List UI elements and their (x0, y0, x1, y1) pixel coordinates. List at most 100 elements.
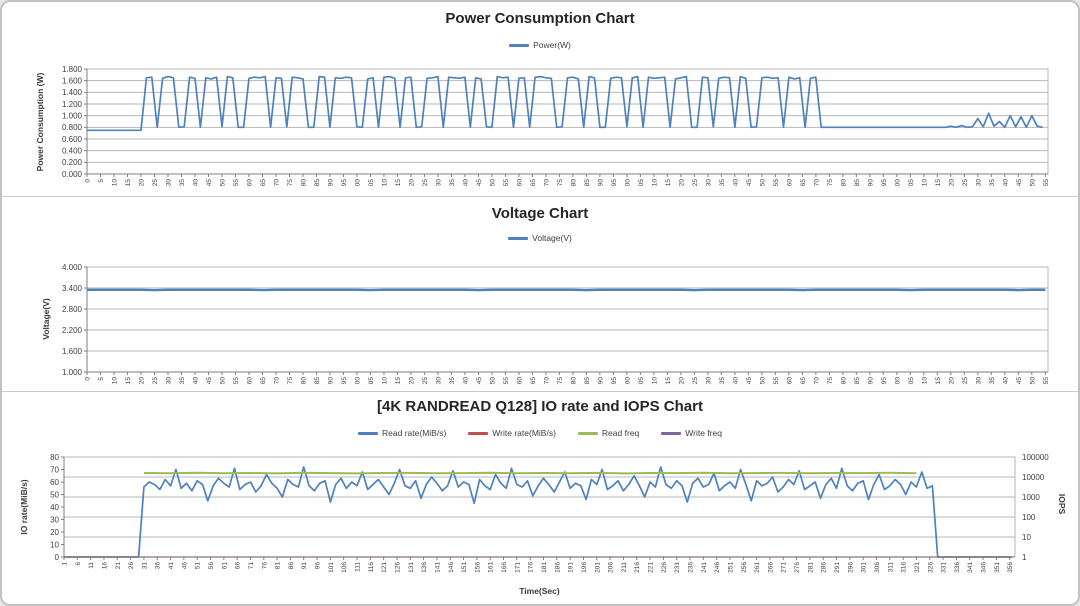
svg-text:291: 291 (834, 562, 841, 573)
svg-text:70: 70 (543, 377, 550, 385)
svg-text:176: 176 (528, 562, 535, 573)
svg-text:10: 10 (111, 179, 118, 187)
svg-text:00: 00 (894, 179, 901, 187)
svg-text:20: 20 (138, 377, 145, 385)
svg-text:25: 25 (422, 179, 429, 187)
svg-text:55: 55 (773, 179, 780, 187)
io-y-axis-title: IO rate(MiB/s) (19, 479, 29, 535)
svg-text:251: 251 (727, 562, 734, 573)
svg-text:15: 15 (395, 179, 402, 187)
svg-text:91: 91 (301, 562, 308, 570)
svg-text:316: 316 (901, 562, 908, 573)
svg-text:50: 50 (1029, 377, 1036, 385)
svg-text:146: 146 (448, 562, 455, 573)
svg-text:336: 336 (954, 562, 961, 573)
svg-text:1: 1 (1022, 553, 1027, 562)
svg-text:246: 246 (714, 562, 721, 573)
write-rate-swatch-icon (468, 431, 489, 435)
svg-text:0.400: 0.400 (62, 146, 83, 155)
svg-text:10: 10 (651, 377, 658, 385)
svg-text:4.000: 4.000 (62, 263, 83, 272)
svg-text:20: 20 (408, 179, 415, 187)
svg-text:276: 276 (794, 562, 801, 573)
svg-text:90: 90 (327, 377, 334, 385)
svg-text:55: 55 (1043, 377, 1050, 385)
legend-label-power: Power(W) (533, 40, 571, 50)
svg-text:45: 45 (476, 179, 483, 187)
svg-text:20: 20 (408, 377, 415, 385)
svg-text:141: 141 (434, 562, 441, 573)
plot-area-border-1 (86, 266, 1049, 373)
svg-text:45: 45 (206, 377, 213, 385)
svg-text:35: 35 (989, 179, 996, 187)
svg-text:65: 65 (260, 377, 267, 385)
svg-text:116: 116 (368, 562, 375, 573)
read-rate-swatch-icon (358, 431, 379, 435)
svg-text:0.200: 0.200 (62, 158, 83, 167)
svg-text:10: 10 (381, 377, 388, 385)
svg-text:80: 80 (570, 377, 577, 385)
svg-text:0: 0 (85, 179, 92, 183)
svg-text:151: 151 (461, 562, 468, 573)
svg-text:10: 10 (1022, 533, 1031, 542)
svg-text:86: 86 (288, 562, 295, 570)
svg-text:40: 40 (1002, 377, 1009, 385)
svg-text:75: 75 (287, 179, 294, 187)
svg-text:15: 15 (935, 179, 942, 187)
svg-text:16: 16 (101, 562, 108, 570)
svg-text:30: 30 (435, 179, 442, 187)
svg-text:15: 15 (665, 377, 672, 385)
svg-text:10: 10 (111, 377, 118, 385)
svg-text:35: 35 (719, 179, 726, 187)
svg-text:65: 65 (530, 377, 537, 385)
svg-text:66: 66 (235, 562, 242, 570)
svg-text:15: 15 (395, 377, 402, 385)
svg-text:0: 0 (85, 377, 92, 381)
svg-text:15: 15 (935, 377, 942, 385)
voltage-chart-legend: Voltage(V) (2, 233, 1078, 243)
svg-text:65: 65 (800, 179, 807, 187)
svg-text:25: 25 (692, 377, 699, 385)
write-freq-swatch-icon (661, 431, 682, 435)
svg-text:05: 05 (368, 377, 375, 385)
svg-text:05: 05 (908, 179, 915, 187)
svg-text:35: 35 (179, 377, 186, 385)
svg-text:10000: 10000 (1022, 473, 1045, 482)
svg-text:0.800: 0.800 (62, 123, 83, 132)
iops-y-axis-title: IOPS (1057, 493, 1067, 515)
svg-text:21: 21 (115, 562, 122, 570)
svg-text:95: 95 (881, 377, 888, 385)
svg-text:80: 80 (50, 453, 59, 462)
read-freq-swatch-icon (577, 431, 598, 435)
power-chart-plot: 0.000 0.200 0.400 0.600 0.800 1.000 1.200 1.400… (62, 65, 1050, 187)
io-x-axis-title: Time(Sec) (519, 586, 560, 596)
svg-text:15: 15 (125, 377, 132, 385)
svg-text:35: 35 (179, 179, 186, 187)
svg-text:2.200: 2.200 (62, 326, 83, 335)
legend-item-voltage: Voltage(V) (508, 233, 572, 243)
svg-text:30: 30 (435, 377, 442, 385)
svg-text:20: 20 (138, 179, 145, 187)
svg-text:266: 266 (767, 562, 774, 573)
svg-text:10: 10 (651, 179, 658, 187)
svg-text:70: 70 (50, 465, 59, 474)
svg-text:81: 81 (275, 562, 282, 570)
svg-text:00: 00 (354, 179, 361, 187)
svg-text:40: 40 (732, 179, 739, 187)
svg-text:41: 41 (168, 562, 175, 570)
svg-text:241: 241 (701, 562, 708, 573)
svg-text:346: 346 (981, 562, 988, 573)
svg-text:10: 10 (50, 540, 59, 549)
svg-text:25: 25 (152, 377, 159, 385)
svg-text:296: 296 (847, 562, 854, 573)
svg-text:45: 45 (746, 179, 753, 187)
svg-text:05: 05 (638, 377, 645, 385)
svg-text:36: 36 (155, 562, 162, 570)
svg-text:40: 40 (192, 377, 199, 385)
svg-text:2.800: 2.800 (62, 305, 83, 314)
svg-text:90: 90 (597, 377, 604, 385)
power-series-swatch-icon (509, 43, 530, 47)
svg-text:166: 166 (501, 562, 508, 573)
svg-text:25: 25 (692, 179, 699, 187)
